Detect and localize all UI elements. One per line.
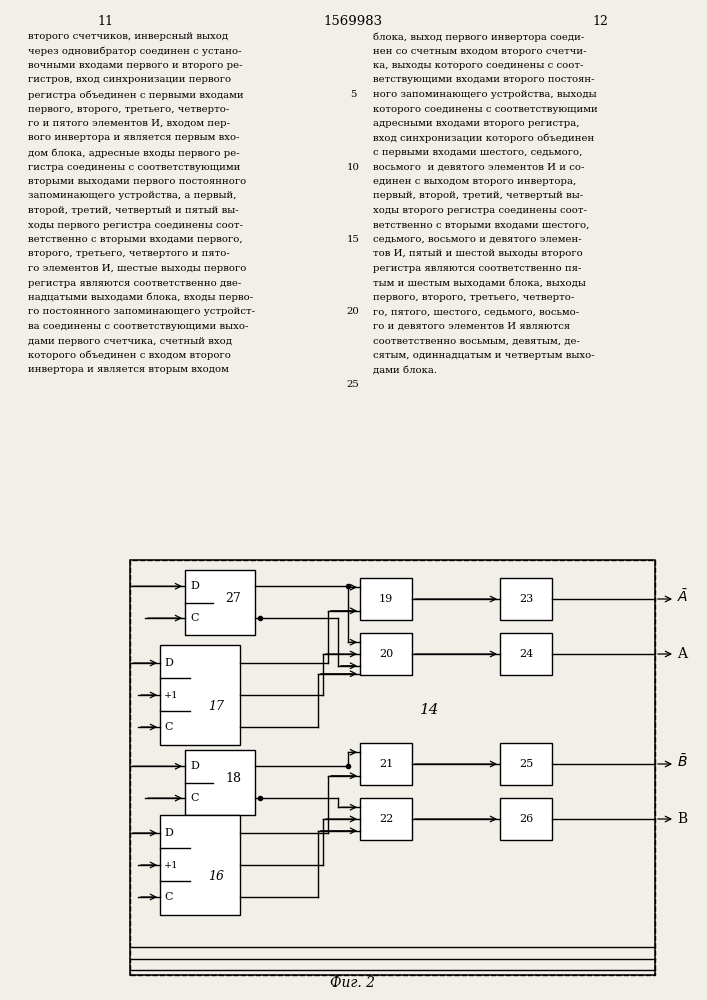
Text: дами первого счетчика, счетный вход: дами первого счетчика, счетный вход — [28, 336, 232, 346]
Text: второй, третий, четвертый и пятый вы-: второй, третий, четвертый и пятый вы- — [28, 206, 239, 215]
Text: блока, выход первого инвертора соеди-: блока, выход первого инвертора соеди- — [373, 32, 584, 41]
Text: ветственно с вторыми входами шестого,: ветственно с вторыми входами шестого, — [373, 221, 590, 230]
Text: 19: 19 — [379, 594, 393, 604]
Text: первого, второго, третьего, четверто-: первого, второго, третьего, четверто- — [28, 104, 229, 113]
Text: гистра соединены с соответствующими: гистра соединены с соответствующими — [28, 162, 240, 172]
Text: 11: 11 — [97, 15, 113, 28]
Text: гистров, вход синхронизации первого: гистров, вход синхронизации первого — [28, 76, 231, 85]
Text: ка, выходы которого соединены с соот-: ка, выходы которого соединены с соот- — [373, 61, 583, 70]
Text: 5: 5 — [350, 90, 356, 99]
Text: тов И, пятый и шестой выходы второго: тов И, пятый и шестой выходы второго — [373, 249, 583, 258]
Text: A: A — [677, 647, 687, 661]
Text: первый, второй, третий, четвертый вы-: первый, второй, третий, четвертый вы- — [373, 192, 583, 200]
Text: 23: 23 — [519, 594, 533, 604]
Text: ва соединены с соответствующими выхо-: ва соединены с соответствующими выхо- — [28, 322, 248, 331]
Bar — [185, 750, 255, 815]
Text: 25: 25 — [519, 759, 533, 769]
Text: 1569983: 1569983 — [323, 15, 382, 28]
Text: дами блока.: дами блока. — [373, 365, 437, 374]
Text: адресными входами второго регистра,: адресными входами второго регистра, — [373, 119, 580, 128]
Text: регистра объединен с первыми входами: регистра объединен с первыми входами — [28, 90, 244, 100]
Text: нен со счетным входом второго счетчи-: нен со счетным входом второго счетчи- — [373, 46, 587, 55]
Text: го, пятого, шестого, седьмого, восьмо-: го, пятого, шестого, седьмого, восьмо- — [373, 308, 579, 316]
Text: 27: 27 — [226, 592, 241, 605]
Text: 10: 10 — [346, 162, 359, 172]
Text: 17: 17 — [208, 700, 224, 714]
Text: 20: 20 — [379, 649, 393, 659]
Text: вочными входами первого и второго ре-: вочными входами первого и второго ре- — [28, 61, 243, 70]
Text: соответственно восьмым, девятым, де-: соответственно восьмым, девятым, де- — [373, 336, 580, 346]
Bar — [360, 578, 412, 620]
Bar — [130, 560, 655, 975]
Text: $\bar{B}$: $\bar{B}$ — [677, 754, 688, 770]
Text: го и пятого элементов И, входом пер-: го и пятого элементов И, входом пер- — [28, 119, 230, 128]
Text: регистра являются соответственно пя-: регистра являются соответственно пя- — [373, 264, 581, 273]
Text: D: D — [164, 658, 173, 668]
Text: $\bar{A}$: $\bar{A}$ — [677, 589, 689, 605]
Text: 14: 14 — [420, 703, 440, 717]
Text: C: C — [164, 722, 173, 732]
Text: 21: 21 — [379, 759, 393, 769]
Bar — [500, 743, 552, 785]
Text: 24: 24 — [519, 649, 533, 659]
Text: единен с выходом второго инвертора,: единен с выходом второго инвертора, — [373, 177, 576, 186]
Text: дом блока, адресные входы первого ре-: дом блока, адресные входы первого ре- — [28, 148, 240, 157]
Bar — [500, 633, 552, 675]
Text: тым и шестым выходами блока, выходы: тым и шестым выходами блока, выходы — [373, 278, 586, 288]
Text: C: C — [190, 793, 199, 803]
Bar — [360, 798, 412, 840]
Text: го постоянного запоминающего устройст-: го постоянного запоминающего устройст- — [28, 308, 255, 316]
Bar — [160, 645, 240, 745]
Text: через одновибратор соединен с устано-: через одновибратор соединен с устано- — [28, 46, 242, 56]
Bar — [160, 815, 240, 915]
Text: вход синхронизации которого объединен: вход синхронизации которого объединен — [373, 133, 595, 143]
Text: первого, второго, третьего, четверто-: первого, второго, третьего, четверто- — [373, 293, 574, 302]
Text: ного запоминающего устройства, выходы: ного запоминающего устройства, выходы — [373, 90, 597, 99]
Text: C: C — [164, 892, 173, 902]
Bar — [500, 578, 552, 620]
Text: вого инвертора и является первым вхо-: вого инвертора и является первым вхо- — [28, 133, 240, 142]
Text: 18: 18 — [226, 772, 242, 785]
Bar — [130, 560, 655, 975]
Text: D: D — [190, 581, 199, 591]
Text: +1: +1 — [164, 690, 178, 700]
Text: D: D — [164, 828, 173, 838]
Text: го элементов И, шестые выходы первого: го элементов И, шестые выходы первого — [28, 264, 246, 273]
Text: 25: 25 — [346, 380, 359, 389]
Text: запоминающего устройства, а первый,: запоминающего устройства, а первый, — [28, 192, 237, 200]
Text: инвертора и является вторым входом: инвертора и является вторым входом — [28, 365, 229, 374]
Text: которого соединены с соответствующими: которого соединены с соответствующими — [373, 104, 597, 113]
Text: Фиг. 2: Фиг. 2 — [330, 976, 375, 990]
Text: с первыми входами шестого, седьмого,: с первыми входами шестого, седьмого, — [373, 148, 583, 157]
Text: 20: 20 — [346, 308, 359, 316]
Bar — [360, 633, 412, 675]
Text: второго счетчиков, инверсный выход: второго счетчиков, инверсный выход — [28, 32, 228, 41]
Text: сятым, одиннадцатым и четвертым выхо-: сятым, одиннадцатым и четвертым выхо- — [373, 351, 595, 360]
Text: ветствующими входами второго постоян-: ветствующими входами второго постоян- — [373, 76, 595, 85]
Bar — [360, 743, 412, 785]
Text: 16: 16 — [208, 870, 224, 884]
Text: ходы второго регистра соединены соот-: ходы второго регистра соединены соот- — [373, 206, 587, 215]
Text: 12: 12 — [592, 15, 608, 28]
Text: B: B — [677, 812, 687, 826]
Text: надцатыми выходами блока, входы перво-: надцатыми выходами блока, входы перво- — [28, 293, 253, 302]
Text: D: D — [190, 761, 199, 771]
Text: +1: +1 — [164, 860, 178, 869]
Text: которого объединен с входом второго: которого объединен с входом второго — [28, 351, 231, 360]
Text: второго, третьего, четвертого и пято-: второго, третьего, четвертого и пято- — [28, 249, 230, 258]
Text: ходы первого регистра соединены соот-: ходы первого регистра соединены соот- — [28, 221, 243, 230]
Bar — [185, 570, 255, 635]
Text: регистра являются соответственно две-: регистра являются соответственно две- — [28, 278, 241, 288]
Text: седьмого, восьмого и девятого элемен-: седьмого, восьмого и девятого элемен- — [373, 235, 582, 244]
Text: вторыми выходами первого постоянного: вторыми выходами первого постоянного — [28, 177, 246, 186]
Text: 22: 22 — [379, 814, 393, 824]
Text: го и девятого элементов И являются: го и девятого элементов И являются — [373, 322, 570, 331]
Bar — [500, 798, 552, 840]
Text: 26: 26 — [519, 814, 533, 824]
Text: ветственно с вторыми входами первого,: ветственно с вторыми входами первого, — [28, 235, 243, 244]
Text: 15: 15 — [346, 235, 359, 244]
Text: C: C — [190, 613, 199, 623]
Text: восьмого  и девятого элементов И и со-: восьмого и девятого элементов И и со- — [373, 162, 585, 172]
